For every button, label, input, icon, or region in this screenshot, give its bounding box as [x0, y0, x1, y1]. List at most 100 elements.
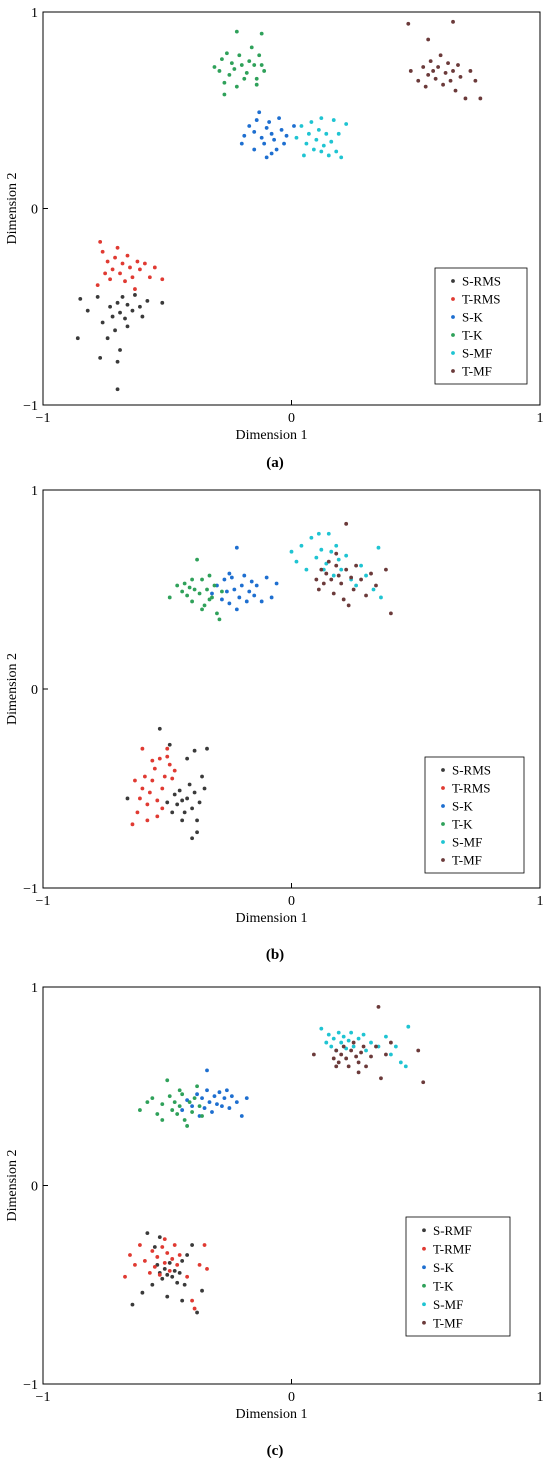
scatter-point-s-rms [108, 304, 112, 309]
scatter-point-s-k [254, 118, 259, 122]
legend-label: T-MF [433, 1315, 463, 1330]
scatter-point-s-mf [336, 557, 341, 562]
scatter-point-s-k [284, 133, 289, 138]
scatter-point-t-mf [443, 71, 448, 75]
scatter-point-s-k [224, 1088, 229, 1093]
legend-marker [422, 1320, 426, 1325]
scatter-point-t-mf [314, 577, 319, 582]
scatter-point-s-mf [326, 531, 331, 536]
scatter-point-s-rms [180, 818, 185, 823]
scatter-point-s-mf [334, 543, 339, 548]
scatter-point-s-rmf [195, 1310, 199, 1315]
scatter-point-t-rms [123, 279, 127, 284]
scatter-point-t-rms [160, 786, 165, 791]
scatter-point-t-k [190, 577, 195, 582]
scatter-point-t-k [227, 72, 232, 77]
scatter-point-t-mf [441, 82, 445, 87]
scatter-point-t-rms [95, 283, 100, 288]
legend-label: T-RMF [433, 1241, 472, 1256]
scatter-point-t-rmf [155, 1255, 160, 1259]
scatter-point-t-rms [152, 265, 157, 270]
x-tick-label: 0 [288, 411, 295, 426]
legend-marker [422, 1228, 426, 1233]
scatter-point-s-k [274, 581, 279, 586]
scatter-point-t-k [217, 69, 222, 73]
scatter-point-s-rms [195, 818, 199, 823]
scatter-point-s-k [190, 1104, 195, 1108]
scatter-point-s-rms [125, 302, 130, 307]
scatter-point-s-k [244, 1096, 249, 1101]
scatter-point-t-rmf [150, 1249, 155, 1253]
scatter-point-t-mf [341, 1044, 346, 1049]
scatter-point-s-mf [346, 1038, 351, 1043]
scatter-point-t-rms [118, 271, 122, 276]
scatter-point-t-rms [160, 277, 165, 282]
scatter-point-t-mf [329, 577, 334, 582]
scatter-point-s-k [262, 141, 267, 146]
scatter-point-s-rms [172, 792, 177, 797]
scatter-point-t-mf [416, 78, 421, 83]
scatter-point-s-k [242, 133, 247, 138]
scatter-point-t-mf [331, 1056, 336, 1061]
scatter-point-t-k [212, 583, 217, 588]
scatter-point-t-k [187, 585, 192, 590]
legend-marker [441, 822, 445, 826]
scatter-point-t-rms [103, 271, 108, 276]
scatter-point-t-rmf [177, 1253, 182, 1257]
scatter-point-s-rms [125, 796, 130, 801]
scatter-point-t-k [200, 607, 204, 612]
scatter-point-t-mf [428, 59, 433, 64]
scatter-point-s-rms [115, 359, 120, 364]
y-tick-label: 0 [31, 203, 38, 218]
scatter-point-s-k [227, 1106, 232, 1110]
scatter-point-t-k [259, 31, 264, 36]
scatter-point-s-k [215, 1102, 219, 1107]
scatter-point-s-mf [309, 120, 314, 124]
scatter-point-s-rms [202, 786, 207, 791]
scatter-point-t-mf [451, 69, 455, 73]
scatter-point-t-k [207, 573, 212, 578]
scatter-point-t-mf [326, 559, 331, 564]
x-tick-label: 1 [537, 894, 544, 909]
y-tick-label: 0 [31, 683, 38, 698]
scatter-point-t-mf [473, 78, 478, 83]
scatter-point-t-mf [446, 61, 450, 65]
scatter-point-t-rms [130, 822, 135, 827]
scatter-point-s-rms [125, 324, 130, 329]
scatter-point-s-rmf [165, 1272, 170, 1277]
legend-marker [422, 1283, 426, 1288]
scatter-point-t-mf [451, 19, 455, 24]
scatter-point-s-rmf [162, 1266, 167, 1271]
scatter-point-t-mf [426, 72, 431, 77]
scatter-point-t-k [200, 1114, 204, 1118]
legend-label: T-K [462, 328, 483, 343]
scatter-point-t-mf [351, 1040, 356, 1045]
scatter-point-t-mf [384, 567, 388, 572]
legend-label: S-RMF [433, 1223, 472, 1238]
scatter-point-s-k [252, 593, 257, 598]
scatter-point-t-rms [128, 265, 132, 270]
legend-marker [422, 1302, 426, 1307]
scatter-point-t-rms [98, 240, 103, 244]
scatter-point-s-rms [105, 336, 110, 341]
scatter-point-s-mf [331, 118, 336, 122]
scatter-point-t-rms [110, 267, 115, 272]
scatter-point-s-rmf [140, 1290, 145, 1295]
scatter-point-t-k [195, 1084, 199, 1089]
panel-caption-a: (a) [266, 455, 284, 471]
scatter-point-t-mf [361, 1044, 366, 1049]
scatter-point-t-mf [478, 96, 483, 101]
scatter-point-s-mf [354, 583, 359, 588]
scatter-point-s-k [269, 131, 274, 136]
scatter-point-s-mf [329, 549, 334, 554]
scatter-point-t-k [252, 63, 257, 67]
y-tick-label: −1 [23, 882, 38, 897]
scatter-point-s-rmf [182, 1282, 187, 1287]
scatter-point-s-rms [195, 830, 199, 835]
scatter-point-s-mf [361, 1032, 366, 1037]
scatter-point-s-k [264, 126, 269, 130]
y-tick-label: −1 [23, 1378, 38, 1393]
scatter-point-t-k [170, 1108, 175, 1112]
scatter-point-s-mf [324, 131, 329, 136]
scatter-point-t-mf [458, 74, 463, 79]
